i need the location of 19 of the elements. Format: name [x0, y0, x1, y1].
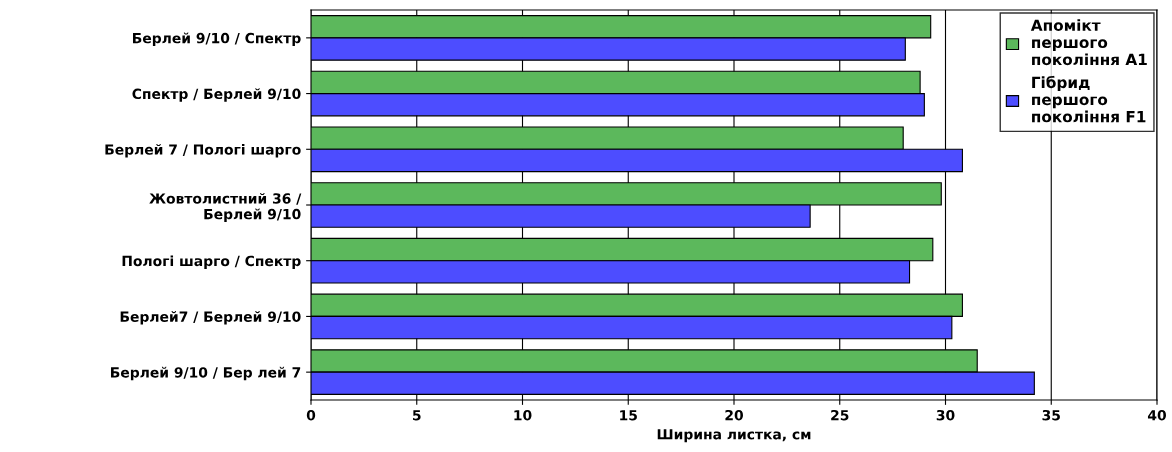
x-tick-label: 30 — [936, 409, 955, 421]
x-tick-label: 25 — [831, 409, 849, 421]
x-tick-label: 20 — [725, 409, 743, 421]
x-tick-label: 5 — [412, 410, 421, 421]
y-tick-label: Спектр / Берлей 9/10 — [132, 88, 301, 102]
legend-label: Апомікт першого покоління A1 — [1030, 19, 1147, 66]
y-tick-label: Пологі шарго / Спектр — [122, 255, 301, 269]
y-tick-label: Берлей 9/10 / Спектр — [133, 32, 301, 47]
y-tick-label: Берлей7 / Берлей 9/10 — [120, 311, 301, 325]
x-tick-label: 40 — [1147, 409, 1166, 421]
x-tick-label: 10 — [514, 409, 532, 421]
y-tick-label: Берлей 9/10 / Бер лей 7 — [111, 366, 301, 381]
x-tick-label: 15 — [620, 410, 637, 421]
y-tick-label: Берлей 7 / Пологі шарго — [105, 143, 301, 158]
y-tick-label: Жовтолистний 36 / Берлей 9/10 — [149, 192, 302, 223]
x-tick-label: 0 — [306, 409, 316, 421]
legend-label: Гібрид першого покоління F1 — [1032, 75, 1146, 123]
x-axis-title: Ширина листка, см — [657, 429, 811, 443]
x-tick-label: 35 — [1042, 409, 1060, 421]
